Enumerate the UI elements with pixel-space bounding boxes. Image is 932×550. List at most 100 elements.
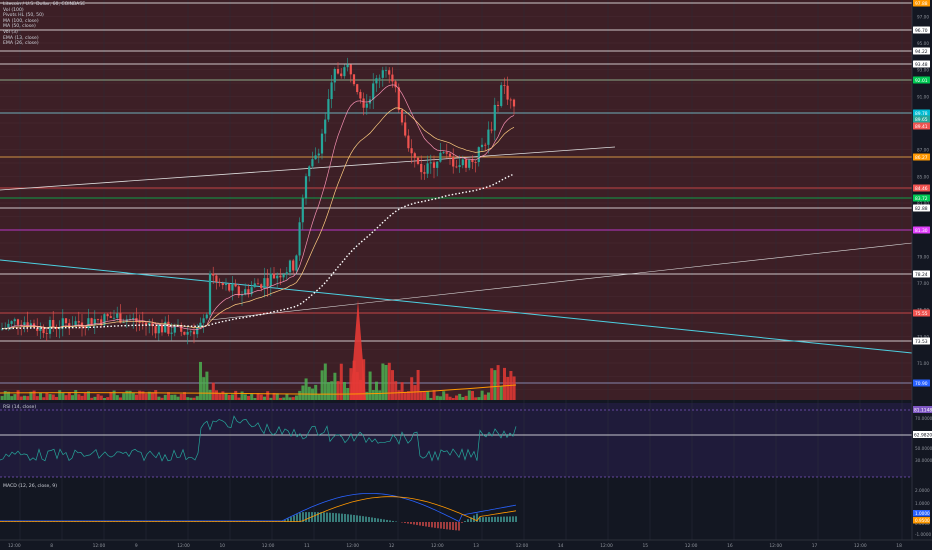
price-label-bg: [913, 309, 930, 317]
indicator-vol[interactable]: Vol (100): [3, 7, 24, 13]
candle-body: [503, 85, 506, 86]
time-tick: 12:00: [93, 543, 106, 549]
volume-bar: [499, 386, 503, 400]
volume-bar: [173, 394, 177, 400]
candle-body: [244, 289, 247, 295]
volume-bar: [442, 391, 446, 400]
volume-bar: [426, 391, 430, 400]
candle-body: [42, 326, 45, 334]
price-label: 83.72: [915, 196, 928, 202]
volume-bar: [237, 397, 241, 400]
trend-lines[interactable]: [0, 146, 913, 354]
macd-histogram-bar: [503, 516, 505, 522]
price-label: 82.88: [915, 206, 928, 212]
volume-bar: [189, 397, 193, 400]
volume-bar: [160, 397, 164, 400]
candle-body: [420, 163, 423, 173]
candle-body: [228, 283, 231, 291]
volume-bar: [368, 371, 372, 400]
macd-histogram-bar: [485, 517, 487, 522]
time-tick: 12:00: [346, 543, 359, 549]
indicator-ema26[interactable]: EMA (26, close): [3, 41, 39, 47]
volume-bar: [477, 397, 481, 400]
volume-bar: [407, 391, 410, 400]
volume-bar: [16, 390, 20, 400]
candle-body: [218, 281, 221, 283]
time-tick: 12:00: [8, 543, 21, 549]
macd-pane[interactable]: [0, 481, 912, 539]
candle-body: [282, 274, 285, 278]
price-tick: 73.00: [917, 334, 929, 339]
price-label-bg: [913, 153, 930, 161]
volume-bar: [10, 396, 14, 400]
indicator-ema13[interactable]: EMA (13, close): [3, 35, 39, 41]
macd-label[interactable]: MACD (12, 26, close, 9): [3, 484, 58, 489]
volume-bar: [61, 392, 65, 400]
volume-bar: [397, 390, 401, 400]
volume-bar: [163, 394, 167, 400]
candle-body: [96, 319, 100, 320]
candle-body: [7, 323, 10, 328]
candle-body: [221, 282, 224, 286]
volume-bar: [496, 365, 500, 400]
rsi-pane[interactable]: [0, 403, 912, 477]
rsi-label[interactable]: RSI (14, close): [3, 405, 37, 410]
macd-histogram-bar: [308, 512, 310, 522]
macd-histogram-bar: [302, 512, 304, 522]
price-label: 78.24: [915, 272, 928, 278]
candle-body: [317, 153, 320, 156]
price-label-bg: [913, 379, 930, 387]
volume-bar: [423, 391, 426, 400]
price-tick: 97.00: [917, 14, 929, 19]
candle-body: [458, 165, 461, 167]
macd-histogram-bar: [335, 513, 337, 522]
volume-bar: [208, 389, 212, 400]
candle-body: [260, 284, 263, 289]
candle-body: [186, 331, 189, 335]
volume-bar: [279, 397, 282, 400]
candle-body: [500, 85, 503, 106]
candle-body: [272, 273, 276, 279]
macd-histogram-bar: [458, 522, 460, 531]
price-label: 73.53: [915, 339, 928, 345]
volume-bar: [141, 391, 145, 400]
candle-body: [128, 319, 132, 320]
candle-body: [173, 325, 176, 333]
price-axis[interactable]: 97.0095.0093.0091.0089.0087.0085.0083.00…: [911, 0, 932, 540]
indicator-vol3[interactable]: Vol (3): [3, 29, 18, 35]
horizontal-levels[interactable]: [0, 2, 912, 478]
macd-histogram-bar: [467, 519, 469, 522]
price-tick: 87.00: [917, 148, 929, 153]
volume-bar: [131, 392, 135, 400]
indicator-pivots[interactable]: Pivots HL (50, 50): [3, 13, 44, 19]
time-tick: 10: [220, 543, 226, 549]
price-label: 89.78: [915, 111, 928, 117]
volume-bar: [317, 394, 321, 400]
volume-bar: [400, 382, 404, 400]
candle-body: [148, 323, 151, 326]
volume-bar: [493, 370, 497, 400]
candle-body: [212, 273, 215, 276]
candle-body: [154, 326, 157, 334]
volume-bar: [323, 363, 327, 400]
rsi-value2-bg: [913, 431, 932, 438]
candle-body: [77, 321, 80, 323]
macd-histogram-bar: [344, 513, 346, 522]
time-axis[interactable]: 12:00 8 12:00 9 12:00 10 12:00 11 12:00 12 12:00 13…: [0, 539, 932, 549]
main-pane[interactable]: [0, 0, 912, 400]
candle-body: [461, 159, 464, 166]
macd-histogram-bar: [512, 516, 514, 522]
candle-body: [314, 155, 317, 160]
indicator-ma50[interactable]: MA (50, close): [3, 24, 36, 30]
rsi-tick: 30.0000: [915, 458, 932, 463]
candle-body: [93, 319, 96, 325]
candle-body: [224, 283, 228, 286]
price-label: 84.46: [915, 186, 928, 192]
volume-bar: [394, 381, 398, 400]
indicator-ma100[interactable]: MA (100, close): [3, 18, 39, 24]
macd-histogram-bar: [320, 512, 322, 522]
symbol-title[interactable]: Litecoin / U.S. Dollar, 60, COINBASE: [3, 2, 86, 7]
volume-bar: [295, 395, 298, 400]
candle-body: [13, 319, 16, 322]
